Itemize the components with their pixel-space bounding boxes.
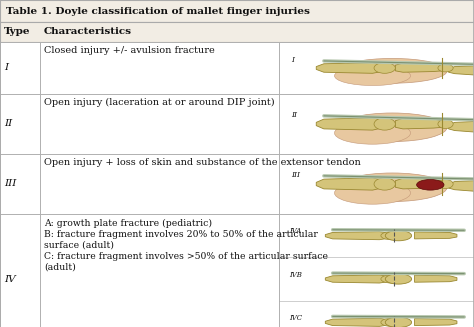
Bar — [40, 42, 279, 94]
Ellipse shape — [374, 63, 395, 73]
Text: Type: Type — [4, 27, 30, 37]
Text: (adult): (adult) — [44, 263, 76, 272]
Ellipse shape — [417, 180, 444, 190]
Ellipse shape — [337, 59, 447, 83]
Polygon shape — [325, 275, 388, 283]
Polygon shape — [448, 66, 474, 75]
Text: I: I — [291, 56, 294, 64]
Bar — [40, 154, 279, 214]
Bar — [279, 154, 474, 214]
Bar — [0, 154, 40, 214]
Ellipse shape — [438, 180, 453, 188]
Polygon shape — [316, 63, 382, 73]
Text: A: growth plate fracture (pediatric): A: growth plate fracture (pediatric) — [44, 219, 212, 228]
Ellipse shape — [381, 318, 401, 326]
Polygon shape — [448, 181, 474, 191]
Bar — [0, 22, 474, 42]
Ellipse shape — [385, 231, 411, 241]
Bar — [279, 94, 474, 154]
Text: Closed injury +/- avulsion fracture: Closed injury +/- avulsion fracture — [44, 46, 215, 55]
Bar — [0, 42, 40, 94]
Text: IVC: IVC — [289, 314, 302, 322]
Polygon shape — [316, 178, 382, 190]
Polygon shape — [325, 232, 388, 240]
Ellipse shape — [374, 118, 395, 130]
Ellipse shape — [335, 182, 410, 204]
Ellipse shape — [385, 317, 411, 327]
Polygon shape — [395, 63, 443, 72]
Bar — [279, 214, 474, 327]
Polygon shape — [395, 178, 443, 189]
Bar — [279, 42, 474, 94]
Ellipse shape — [337, 173, 447, 201]
Polygon shape — [448, 122, 474, 132]
Text: Open injury (laceration at or around DIP joint): Open injury (laceration at or around DIP… — [44, 98, 274, 107]
Polygon shape — [415, 232, 457, 239]
Bar — [40, 214, 279, 327]
Ellipse shape — [381, 232, 401, 240]
Polygon shape — [325, 318, 388, 326]
Ellipse shape — [337, 113, 447, 142]
Ellipse shape — [385, 274, 411, 284]
Text: III: III — [291, 171, 300, 179]
Ellipse shape — [335, 122, 410, 144]
Ellipse shape — [374, 178, 395, 190]
Text: Table 1. Doyle classification of mallet finger injuries: Table 1. Doyle classification of mallet … — [6, 7, 310, 15]
Polygon shape — [415, 318, 457, 326]
Polygon shape — [395, 118, 443, 129]
Text: III: III — [4, 180, 17, 188]
Bar — [0, 0, 474, 22]
Text: I: I — [4, 63, 8, 73]
Bar — [40, 94, 279, 154]
Ellipse shape — [335, 66, 410, 85]
Text: surface (adult): surface (adult) — [44, 241, 114, 250]
Ellipse shape — [438, 119, 453, 129]
Text: B: fracture fragment involves 20% to 50% of the articular: B: fracture fragment involves 20% to 50%… — [44, 230, 318, 239]
Text: Characteristics: Characteristics — [44, 27, 132, 37]
Text: IVA: IVA — [289, 227, 301, 235]
Text: C: fracture fragment involves >50% of the articular surface: C: fracture fragment involves >50% of th… — [44, 252, 328, 261]
Text: II: II — [4, 119, 12, 129]
Text: Open injury + loss of skin and substance of the extensor tendon: Open injury + loss of skin and substance… — [44, 158, 361, 167]
Ellipse shape — [438, 64, 453, 72]
Polygon shape — [316, 118, 382, 130]
Ellipse shape — [381, 275, 401, 283]
Bar — [0, 214, 40, 327]
Text: IV: IV — [4, 274, 16, 284]
Bar — [0, 94, 40, 154]
Text: II: II — [291, 111, 297, 119]
Text: IVB: IVB — [289, 271, 302, 279]
Polygon shape — [415, 275, 457, 282]
